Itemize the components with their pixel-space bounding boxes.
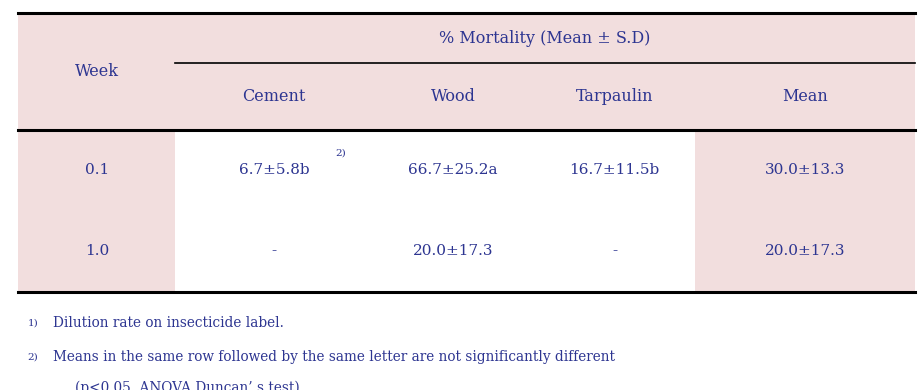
Text: 2): 2) [28,353,38,362]
Bar [18,130,176,292]
Text: 66.7±25.2a: 66.7±25.2a [408,163,498,177]
Text: 20.0±17.3: 20.0±17.3 [765,245,845,258]
Text: 30.0±13.3: 30.0±13.3 [765,163,845,177]
Text: Mean: Mean [782,88,828,105]
Text: Means in the same row followed by the same letter are not significantly differen: Means in the same row followed by the sa… [53,351,614,364]
Text: (p<0.05, ANOVA Duncan’ s test).: (p<0.05, ANOVA Duncan’ s test). [75,381,304,390]
Text: 2): 2) [334,149,346,158]
Bar [18,13,915,130]
Text: -: - [612,245,617,258]
Text: 6.7±5.8b: 6.7±5.8b [238,163,310,177]
Text: 1): 1) [28,319,38,328]
Bar [176,130,695,292]
Text: Cement: Cement [242,88,306,105]
Text: % Mortality (Mean ± S.D): % Mortality (Mean ± S.D) [439,30,650,47]
Bar [695,130,915,292]
Text: -: - [272,245,276,258]
Text: 0.1: 0.1 [85,163,109,177]
Text: 16.7±11.5b: 16.7±11.5b [569,163,660,177]
Text: Dilution rate on insecticide label.: Dilution rate on insecticide label. [53,316,284,330]
Text: Tarpaulin: Tarpaulin [576,88,653,105]
Text: 1.0: 1.0 [85,245,109,258]
Text: Wood: Wood [431,88,476,105]
Text: 20.0±17.3: 20.0±17.3 [413,245,493,258]
Text: Week: Week [75,63,119,80]
